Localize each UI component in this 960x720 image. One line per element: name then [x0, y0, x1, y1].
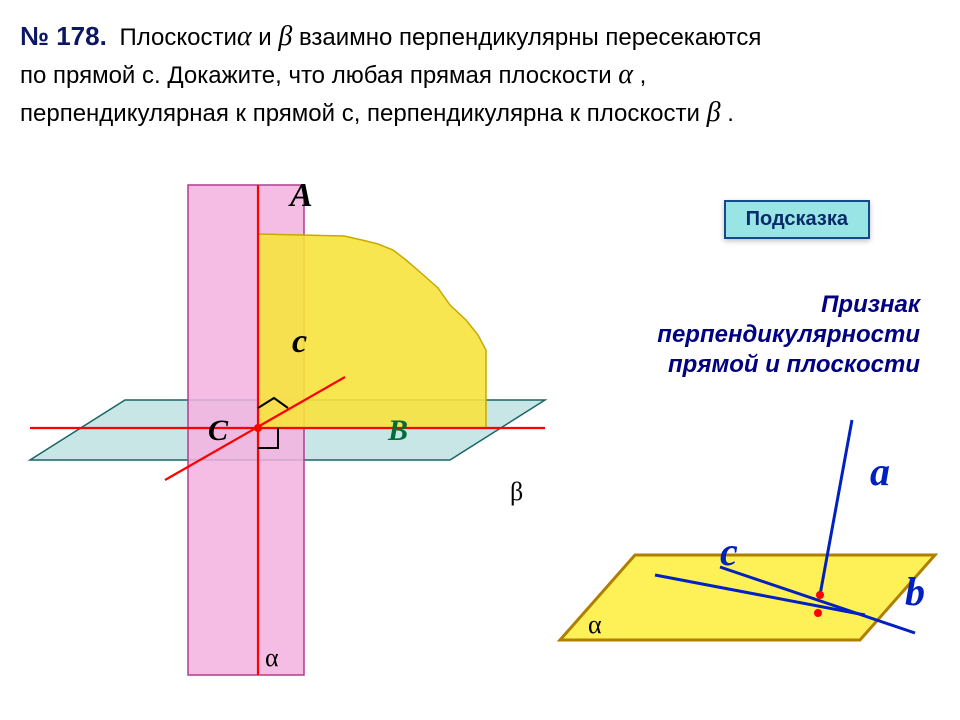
svg-text:C: C	[208, 414, 229, 447]
svg-text:α: α	[265, 643, 279, 672]
svg-text:c: c	[720, 529, 738, 574]
svg-text:b: b	[905, 569, 925, 614]
svg-text:α: α	[588, 610, 602, 639]
svg-text:β: β	[510, 477, 523, 506]
svg-text:A: A	[288, 177, 313, 214]
diagram-canvas: Ac C Bβ α a c b α	[0, 0, 960, 720]
svg-text:B: B	[387, 414, 408, 447]
svg-text:a: a	[870, 449, 890, 494]
svg-text:c: c	[292, 323, 307, 360]
